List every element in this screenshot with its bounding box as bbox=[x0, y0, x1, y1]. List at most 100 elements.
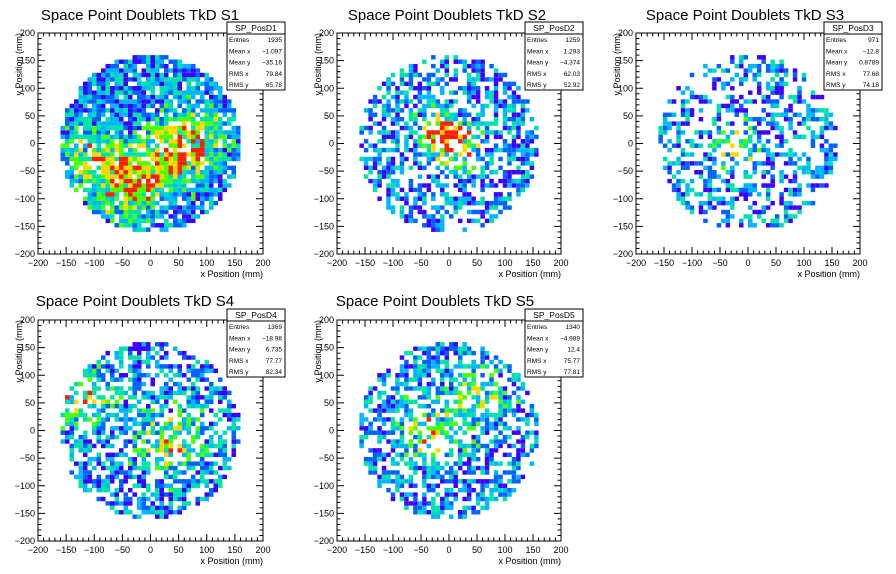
heatmap-bin bbox=[801, 134, 807, 140]
x-tick-label: 150 bbox=[525, 258, 540, 268]
heatmap-bin bbox=[770, 200, 775, 206]
heatmap-bin bbox=[128, 368, 133, 374]
heatmap-bin bbox=[83, 196, 88, 201]
heatmap-bin bbox=[516, 147, 521, 153]
stats-row-label: Mean x bbox=[527, 335, 549, 342]
heatmap-bin bbox=[404, 373, 409, 378]
heatmap-bin bbox=[417, 192, 423, 197]
heatmap-bin bbox=[797, 156, 802, 162]
stats-row-label: Entries bbox=[826, 37, 847, 44]
heatmap-bin bbox=[435, 152, 441, 157]
heatmap-bin bbox=[209, 116, 214, 122]
heatmap-bin bbox=[390, 479, 396, 484]
heatmap-bin bbox=[480, 77, 485, 82]
heatmap-bin bbox=[435, 421, 441, 427]
heatmap-bin bbox=[119, 156, 124, 162]
heatmap-bin bbox=[770, 218, 775, 224]
x-tick-label: 100 bbox=[199, 258, 214, 268]
heatmap-bin bbox=[730, 165, 735, 171]
heatmap-bin bbox=[96, 130, 101, 135]
histogram-pad-1: Space Point Doublets TkD S1−200 −150 −100−… bbox=[14, 7, 286, 279]
heatmap-bin bbox=[110, 412, 115, 418]
heatmap-bin bbox=[159, 505, 164, 511]
heatmap-bin bbox=[368, 457, 373, 462]
heatmap-bin bbox=[78, 147, 83, 153]
heatmap-bin bbox=[96, 121, 101, 126]
heatmap-bin bbox=[386, 81, 391, 87]
heatmap-bin bbox=[480, 496, 485, 502]
heatmap-bin bbox=[810, 187, 816, 193]
heatmap-bin bbox=[83, 152, 88, 157]
heatmap-bin bbox=[404, 408, 409, 413]
heatmap-bin bbox=[222, 465, 227, 471]
heatmap-bin bbox=[480, 72, 485, 78]
heatmap-bin bbox=[372, 187, 378, 193]
y-tick-label: 200 bbox=[319, 315, 334, 325]
heatmap-bin bbox=[426, 386, 432, 391]
heatmap-bin bbox=[417, 90, 423, 95]
heatmap-bin bbox=[377, 86, 382, 91]
heatmap-bin bbox=[74, 103, 79, 109]
heatmap-bin bbox=[516, 448, 521, 453]
heatmap-bin bbox=[507, 130, 512, 135]
heatmap-bin bbox=[435, 205, 441, 210]
heatmap-bin bbox=[177, 373, 182, 378]
heatmap-bin bbox=[128, 77, 133, 82]
heatmap-bin bbox=[191, 68, 196, 73]
heatmap-bin bbox=[413, 470, 418, 475]
x-tick-label: 150 bbox=[824, 258, 839, 268]
heatmap-bin bbox=[413, 200, 418, 206]
heatmap-bin bbox=[404, 121, 409, 126]
heatmap-bin bbox=[132, 209, 137, 215]
heatmap-bin bbox=[200, 412, 205, 418]
heatmap-bin bbox=[119, 165, 124, 171]
heatmap-bin bbox=[498, 130, 503, 135]
heatmap-bin bbox=[164, 355, 169, 360]
heatmap-bin bbox=[177, 81, 182, 87]
heatmap-bin bbox=[141, 81, 146, 87]
heatmap-bin bbox=[422, 403, 427, 409]
heatmap-bin bbox=[516, 457, 521, 462]
y-tick-label: 50 bbox=[324, 111, 334, 121]
heatmap-bin bbox=[680, 196, 686, 201]
heatmap-bin bbox=[712, 116, 717, 122]
heatmap-bin bbox=[712, 205, 717, 210]
heatmap-bin bbox=[186, 161, 191, 166]
heatmap-bin bbox=[534, 417, 539, 422]
heatmap-bin bbox=[159, 178, 164, 184]
heatmap-bin bbox=[372, 430, 378, 435]
heatmap-bin bbox=[431, 461, 436, 466]
heatmap-bin bbox=[213, 487, 218, 493]
heatmap-bin bbox=[480, 350, 485, 356]
heatmap-bin bbox=[74, 474, 79, 480]
heatmap-bin bbox=[493, 421, 499, 427]
heatmap-bin bbox=[209, 192, 214, 197]
heatmap-bin bbox=[689, 108, 695, 113]
heatmap-bin bbox=[105, 99, 110, 104]
heatmap-bin bbox=[739, 94, 744, 100]
heatmap-bin bbox=[511, 156, 517, 162]
heatmap-bin bbox=[748, 63, 753, 69]
heatmap-bin bbox=[87, 373, 92, 378]
heatmap-bin bbox=[444, 461, 449, 466]
heatmap-bin bbox=[390, 139, 396, 144]
heatmap-bin bbox=[218, 474, 223, 480]
heatmap-bin bbox=[213, 461, 218, 466]
y-tick-label: 0 bbox=[30, 426, 35, 436]
heatmap-bin bbox=[182, 492, 187, 497]
heatmap-bin bbox=[83, 121, 88, 126]
heatmap-bin bbox=[146, 112, 151, 117]
heatmap-bin bbox=[146, 55, 151, 60]
heatmap-bin bbox=[788, 152, 793, 157]
y-tick-label: −150 bbox=[15, 508, 35, 518]
heatmap-bin bbox=[511, 103, 517, 109]
heatmap-bin bbox=[137, 368, 142, 374]
heatmap-bin bbox=[520, 152, 526, 157]
heatmap-bin bbox=[426, 501, 432, 506]
heatmap-bin bbox=[408, 430, 414, 435]
heatmap-bin bbox=[123, 426, 128, 431]
heatmap-bin bbox=[377, 417, 382, 422]
heatmap-bin bbox=[114, 134, 119, 140]
heatmap-bin bbox=[466, 390, 472, 396]
heatmap-bin bbox=[231, 421, 236, 427]
